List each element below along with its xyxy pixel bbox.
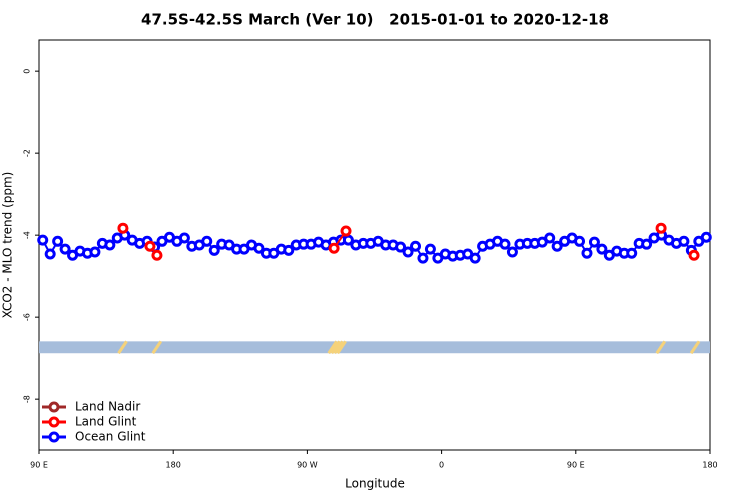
point — [417, 252, 429, 264]
y-tick-label: -6 — [23, 313, 32, 321]
point — [104, 239, 116, 251]
point — [52, 235, 64, 247]
legend-label: Ocean Glint — [75, 430, 146, 444]
point — [678, 235, 690, 247]
x-tick-label: 90 E — [30, 461, 48, 470]
point — [342, 234, 354, 246]
land-mark — [655, 340, 667, 355]
point — [151, 249, 163, 261]
point — [641, 238, 653, 250]
land-mark — [151, 340, 163, 355]
plot-frame — [38, 39, 711, 451]
point — [551, 240, 563, 252]
point — [544, 232, 556, 244]
legend-marker — [48, 431, 60, 443]
point — [402, 246, 414, 258]
y-tick-label: 0 — [23, 69, 32, 74]
x-tick-label: 90 E — [567, 461, 585, 470]
legend-marker — [48, 416, 60, 428]
point — [59, 243, 71, 255]
point — [410, 240, 422, 252]
point — [340, 225, 352, 237]
point — [506, 246, 518, 258]
x-axis-label: Longitude — [345, 477, 405, 491]
point — [328, 242, 340, 254]
land-mark — [330, 340, 341, 355]
land-mark — [333, 340, 344, 355]
land-mark — [117, 340, 128, 355]
point — [395, 241, 407, 253]
point — [37, 234, 49, 246]
point — [89, 246, 101, 258]
point — [588, 236, 600, 248]
point — [283, 244, 295, 256]
point — [574, 235, 586, 247]
point — [117, 222, 129, 234]
x-tick-label: 180 — [166, 461, 181, 470]
chart-title: 47.5S-42.5S March (Ver 10) 2015-01-01 to… — [141, 11, 609, 29]
y-axis-label: XCO2 - MLO trend (ppm) — [1, 172, 15, 319]
point — [700, 231, 712, 243]
point — [596, 243, 608, 255]
land-mark — [689, 340, 701, 355]
y-tick-label: -4 — [23, 231, 32, 239]
point — [655, 222, 667, 234]
y-tick-label: -8 — [23, 395, 32, 403]
x-tick-label: 0 — [439, 461, 444, 470]
point — [44, 248, 56, 260]
land-mark — [327, 340, 338, 355]
land-ocean-band — [39, 341, 710, 354]
x-tick-label: 90 W — [297, 461, 318, 470]
x-tick-label: 180 — [702, 461, 717, 470]
point — [208, 244, 220, 256]
legend-marker — [48, 401, 60, 413]
y-tick-label: -2 — [23, 149, 32, 157]
land-mark — [336, 340, 347, 355]
point — [626, 247, 638, 259]
point — [424, 243, 436, 255]
point — [688, 249, 700, 261]
point — [581, 247, 593, 259]
point — [469, 252, 481, 264]
point — [499, 238, 511, 250]
legend-label: Land Glint — [75, 415, 137, 429]
point — [253, 242, 265, 254]
point — [201, 235, 213, 247]
legend-label: Land Nadir — [75, 400, 140, 414]
point — [178, 232, 190, 244]
point — [144, 240, 156, 252]
